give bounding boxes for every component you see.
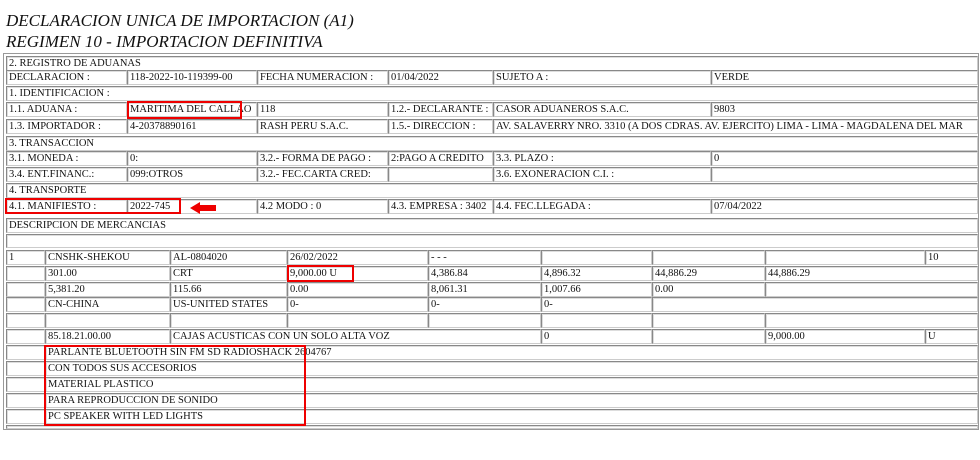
goods-cell: 0.00 (652, 282, 765, 297)
goods-cell: U (925, 329, 978, 344)
goods-cell (652, 313, 765, 328)
highlight-aduana (127, 101, 242, 119)
goods-cell: 1 (6, 250, 45, 265)
declaration-form (3, 53, 979, 430)
goods-cell (765, 313, 978, 328)
goods-cell: 8,061.31 (428, 282, 541, 297)
field-fec-carta (388, 167, 493, 182)
goods-cell: 0.00 (287, 282, 428, 297)
field-sujeto: VERDE (711, 70, 978, 85)
field-fecha-label: FECHA NUMERACION : (257, 70, 388, 85)
goods-cell: AL-0804020 (170, 250, 287, 265)
field-exoneracion (711, 167, 978, 182)
goods-cell: 26/02/2022 (287, 250, 428, 265)
desc-index-cell (6, 361, 45, 376)
desc-index-cell (6, 409, 45, 424)
goods-cell: CN-CHINA (45, 297, 170, 312)
goods-cell (6, 297, 45, 312)
field-plazo-label: 3.3. PLAZO : (493, 151, 711, 166)
field-moneda-label: 3.1. MONEDA : (6, 151, 127, 166)
field-declarante-label: 1.2.- DECLARANTE : (388, 102, 493, 117)
document-subtitle: REGIMEN 10 - IMPORTACION DEFINITIVA (6, 32, 323, 51)
field-moneda: 0: (127, 151, 257, 166)
document-title: DECLARACION UNICA DE IMPORTACION (A1) (6, 11, 354, 30)
goods-cell (6, 329, 45, 344)
goods-cell: 9,000.00 (765, 329, 925, 344)
field-sujeto-label: SUJETO A : (493, 70, 711, 85)
spacer-row (6, 425, 978, 429)
field-plazo: 0 (711, 151, 978, 166)
goods-cell: 115.66 (170, 282, 287, 297)
goods-cell (6, 266, 45, 281)
arrow-left-icon (190, 202, 216, 214)
highlight-valor (287, 265, 354, 282)
goods-cell: 0 (541, 329, 652, 344)
goods-cell (428, 313, 541, 328)
goods-cell: 4,386.84 (428, 266, 541, 281)
goods-cell (541, 250, 652, 265)
field-direccion-label: 1.5.- DIRECCION : (388, 119, 493, 134)
field-transporte: 4. TRANSPORTE (6, 183, 978, 198)
field-importador: RASH PERU S.A.C. (257, 119, 388, 134)
goods-cell: 85.18.21.00.00 (45, 329, 170, 344)
goods-cell: 1,007.66 (541, 282, 652, 297)
goods-cell: 5,381.20 (45, 282, 170, 297)
goods-cell (652, 250, 765, 265)
goods-cell: 0- (287, 297, 428, 312)
goods-cell (765, 250, 925, 265)
field-exoneracion-label: 3.6. EXONERACION C.I. : (493, 167, 711, 182)
field-declarante-code: 9803 (711, 102, 978, 117)
field-declarante: CASOR ADUANEROS S.A.C. (493, 102, 711, 117)
goods-cell (6, 282, 45, 297)
goods-cell (287, 313, 428, 328)
goods-cell: 0- (428, 297, 541, 312)
field-transaccion: 3. TRANSACCION (6, 136, 978, 151)
field-forma-pago-label: 3.2.- FORMA DE PAGO : (257, 151, 388, 166)
goods-cell (170, 313, 287, 328)
section-mercancias-title: DESCRIPCION DE MERCANCIAS (6, 218, 978, 233)
goods-cell: CNSHK-SHEKOU (45, 250, 170, 265)
field-declaracion: 118-2022-10-119399-00 (127, 70, 257, 85)
field-aduana-code: 118 (257, 102, 388, 117)
highlight-descripcion (44, 345, 306, 426)
goods-cell (6, 313, 45, 328)
goods-cell: 44,886.29 (765, 266, 978, 281)
field-empresa: 4.3. EMPRESA : 3402 (388, 199, 493, 214)
goods-cell (652, 329, 765, 344)
field-direccion: AV. SALAVERRY NRO. 3310 (A DOS CDRAS. AV… (493, 119, 978, 134)
field-fecha: 01/04/2022 (388, 70, 493, 85)
goods-cell: 0- (541, 297, 652, 312)
field-importador-ruc: 4-20378890161 (127, 119, 257, 134)
field-manifiesto: 2022-745 (127, 199, 257, 214)
goods-cell: CRT (170, 266, 287, 281)
goods-cell: US-UNITED STATES (170, 297, 287, 312)
desc-index-cell (6, 345, 45, 360)
goods-cell: CAJAS ACUSTICAS CON UN SOLO ALTA VOZ (170, 329, 541, 344)
field-registro: 2. REGISTRO DE ADUANAS (6, 56, 978, 71)
field-ent-financ-label: 3.4. ENT.FINANC.: (6, 167, 127, 182)
spacer-row (6, 234, 978, 248)
goods-cell (541, 313, 652, 328)
field-importador-label: 1.3. IMPORTADOR : (6, 119, 127, 134)
highlight-manifiesto (5, 198, 181, 214)
field-fec-carta-label: 3.2.- FEC.CARTA CRED: (257, 167, 388, 182)
field-fec-llegada-label: 4.4. FEC.LLEGADA : (493, 199, 711, 214)
goods-cell (45, 313, 170, 328)
field-forma-pago: 2:PAGO A CREDITO (388, 151, 493, 166)
desc-index-cell (6, 393, 45, 408)
goods-cell (765, 282, 978, 297)
goods-cell: - - - (428, 250, 541, 265)
goods-cell: 10 (925, 250, 978, 265)
goods-cell: 4,896.32 (541, 266, 652, 281)
field-identificacion: 1. IDENTIFICACION : (6, 86, 978, 101)
desc-index-cell (6, 377, 45, 392)
field-aduana-label: 1.1. ADUANA : (6, 102, 127, 117)
goods-cell: 301.00 (45, 266, 170, 281)
field-ent-financ: 099:OTROS (127, 167, 257, 182)
field-fec-llegada: 07/04/2022 (711, 199, 978, 214)
field-modo: 4.2 MODO : 0 (257, 199, 388, 214)
goods-cell: 44,886.29 (652, 266, 765, 281)
goods-cell (652, 297, 978, 312)
field-declaracion-label: DECLARACION : (6, 70, 127, 85)
